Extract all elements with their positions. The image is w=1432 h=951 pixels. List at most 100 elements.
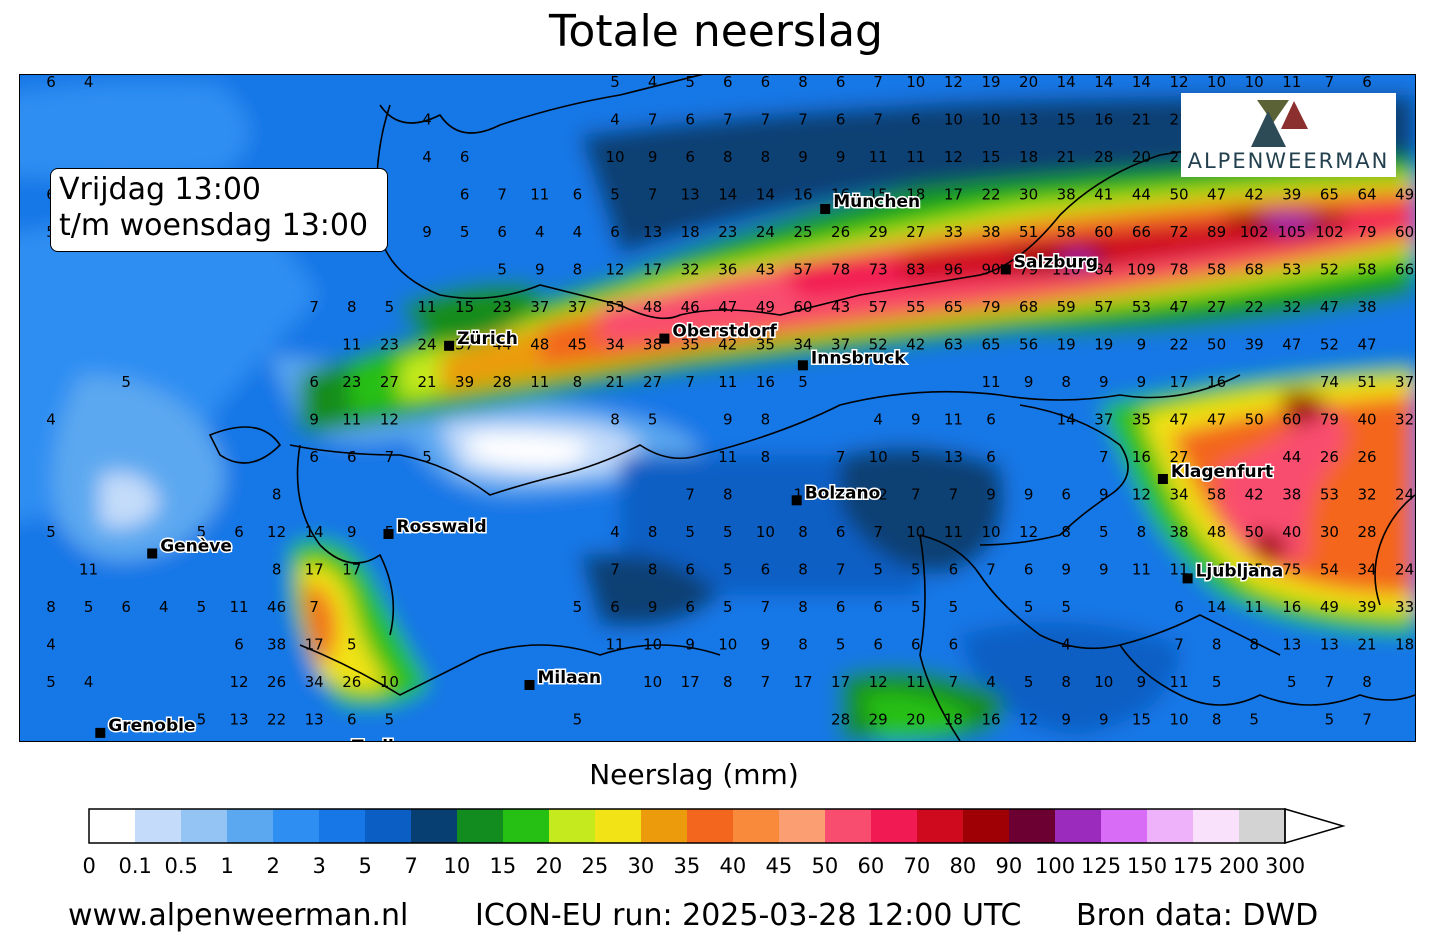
grid-value: 5 bbox=[610, 75, 620, 91]
grid-value: 78 bbox=[1169, 261, 1188, 279]
colorbar-segment bbox=[1147, 809, 1193, 843]
grid-value: 5 bbox=[648, 411, 658, 429]
colorbar-tick-label: 300 bbox=[1265, 854, 1306, 878]
grid-value: 21 bbox=[417, 373, 436, 391]
grid-value: 6 bbox=[949, 636, 959, 654]
grid-value: 47 bbox=[1282, 336, 1301, 354]
grid-value: 18 bbox=[1395, 636, 1414, 654]
grid-value: 44 bbox=[1132, 186, 1151, 204]
grid-value: 53 bbox=[1282, 261, 1301, 279]
grid-value: 8 bbox=[46, 598, 56, 616]
city-label: Rosswald bbox=[397, 517, 487, 537]
grid-value: 12 bbox=[1132, 486, 1151, 504]
city-marker bbox=[95, 727, 106, 738]
grid-value: 7 bbox=[836, 448, 846, 466]
city-marker bbox=[659, 333, 670, 344]
grid-value: 4 bbox=[873, 411, 883, 429]
city-marker bbox=[797, 360, 808, 371]
colorbar-tick-label: 1 bbox=[220, 854, 234, 878]
grid-value: 7 bbox=[1325, 673, 1335, 691]
grid-value: 5 bbox=[1287, 673, 1297, 691]
grid-value: 5 bbox=[723, 598, 733, 616]
grid-value: 49 bbox=[1395, 186, 1414, 204]
grid-value: 11 bbox=[79, 561, 98, 579]
grid-value: 12 bbox=[1019, 711, 1038, 729]
grid-value: 18 bbox=[1019, 148, 1038, 166]
grid-value: 7 bbox=[949, 673, 959, 691]
city-label: Ljubljana bbox=[1196, 561, 1284, 581]
grid-value: 10 bbox=[718, 636, 737, 654]
city-label: Salzburg bbox=[1014, 252, 1098, 272]
footer-site: www.alpenweerman.nl bbox=[68, 898, 409, 933]
grid-value: 20 bbox=[906, 711, 925, 729]
grid-value: 9 bbox=[723, 411, 733, 429]
grid-value: 84 bbox=[1094, 261, 1113, 279]
grid-value: 10 bbox=[906, 523, 925, 541]
grid-value: 11 bbox=[718, 373, 737, 391]
grid-value: 35 bbox=[1245, 561, 1264, 579]
grid-value: 8 bbox=[1362, 673, 1372, 691]
grid-value: 17 bbox=[1169, 373, 1188, 391]
grid-value: 6 bbox=[685, 148, 695, 166]
grid-value: 6 bbox=[234, 523, 244, 541]
grid-value: 5 bbox=[573, 711, 583, 729]
grid-value: 9 bbox=[1099, 561, 1109, 579]
grid-value: 12 bbox=[944, 75, 963, 91]
grid-value: 20 bbox=[1019, 75, 1038, 91]
grid-value: 4 bbox=[1061, 636, 1071, 654]
grid-value: 8 bbox=[798, 523, 808, 541]
grid-value: 13 bbox=[1320, 636, 1339, 654]
grid-value: 5 bbox=[610, 186, 620, 204]
grid-value: 7 bbox=[1362, 711, 1372, 729]
city-label: München bbox=[833, 192, 920, 212]
grid-value: 89 bbox=[1207, 223, 1226, 241]
grid-value: 6 bbox=[836, 111, 846, 129]
grid-value: 4 bbox=[159, 598, 169, 616]
grid-value: 6 bbox=[309, 373, 319, 391]
grid-value: 5 bbox=[460, 223, 470, 241]
grid-value: 11 bbox=[1245, 598, 1264, 616]
grid-value: 60 bbox=[1094, 223, 1113, 241]
grid-value: 24 bbox=[417, 336, 436, 354]
grid-value: 14 bbox=[718, 186, 737, 204]
grid-value: 90 bbox=[981, 261, 1000, 279]
grid-value: 17 bbox=[793, 673, 812, 691]
colorbar-segment bbox=[871, 809, 917, 843]
grid-value: 102 bbox=[1315, 223, 1344, 241]
grid-value: 7 bbox=[836, 561, 846, 579]
grid-value: 17 bbox=[831, 673, 850, 691]
colorbar-segment bbox=[273, 809, 319, 843]
grid-value: 12 bbox=[1169, 75, 1188, 91]
grid-value: 6 bbox=[309, 448, 319, 466]
city-label: Bolzano bbox=[805, 483, 881, 503]
colorbar-segment bbox=[181, 809, 227, 843]
grid-value: 7 bbox=[685, 486, 695, 504]
period-end: t/m woensdag 13:00 bbox=[59, 208, 369, 243]
grid-value: 10 bbox=[906, 75, 925, 91]
grid-value: 48 bbox=[643, 298, 662, 316]
grid-value: 34 bbox=[1169, 486, 1188, 504]
grid-value: 10 bbox=[1245, 75, 1264, 91]
grid-value: 35 bbox=[756, 336, 775, 354]
grid-value: 53 bbox=[1320, 486, 1339, 504]
grid-value: 14 bbox=[756, 186, 775, 204]
grid-values: 6 4 5 4 5 6 6 8 6 7 10 12 19 20 14 14 14 12 10 10 11 7 64 4 7 6 7 7… bbox=[46, 75, 1414, 729]
city-label: Klagenfurt bbox=[1171, 462, 1273, 482]
grid-value: 6 bbox=[610, 598, 620, 616]
colorbar-tick-label: 50 bbox=[811, 854, 839, 878]
grid-value: 38 bbox=[1357, 298, 1376, 316]
grid-value: 18 bbox=[906, 186, 925, 204]
grid-value: 8 bbox=[761, 448, 771, 466]
grid-value: 7 bbox=[911, 486, 921, 504]
grid-value: 6 bbox=[911, 111, 921, 129]
grid-value: 60 bbox=[1395, 223, 1414, 241]
grid-value: 58 bbox=[1207, 486, 1226, 504]
grid-value: 11 bbox=[944, 411, 963, 429]
grid-value: 74 bbox=[1320, 373, 1339, 391]
grid-value: 5 bbox=[911, 561, 921, 579]
grid-value: 17 bbox=[305, 561, 324, 579]
grid-value: 10 bbox=[1207, 75, 1226, 91]
grid-value: 14 bbox=[305, 523, 324, 541]
grid-value: 19 bbox=[981, 75, 1000, 91]
grid-value: 26 bbox=[267, 673, 286, 691]
